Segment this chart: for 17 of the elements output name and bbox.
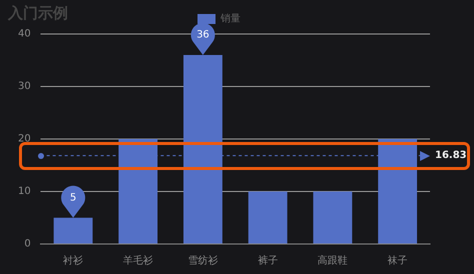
y-tick-label: 40 [18, 28, 31, 40]
y-tick-label: 20 [18, 134, 31, 145]
x-tick-label: 袜子 [388, 254, 408, 267]
bar [313, 192, 352, 244]
y-tick-label: 30 [18, 81, 31, 92]
x-tick-label: 羊毛衫 [123, 254, 154, 267]
bar [248, 192, 288, 244]
legend-label: 销量 [220, 14, 240, 25]
x-tick-label: 衬衫 [63, 254, 84, 267]
ref-line-label: 16.83 [435, 150, 467, 162]
annotation: 36 [196, 30, 210, 41]
x-tick-label: 雪纺衫 [188, 254, 218, 267]
x-tick-label: 高跟鞋 [318, 254, 348, 267]
y-tick-label: 10 [18, 186, 31, 198]
x-tick-label: 裤子 [258, 254, 278, 267]
annotation: 5 [70, 192, 76, 204]
y-tick-label: 0 [24, 238, 31, 250]
